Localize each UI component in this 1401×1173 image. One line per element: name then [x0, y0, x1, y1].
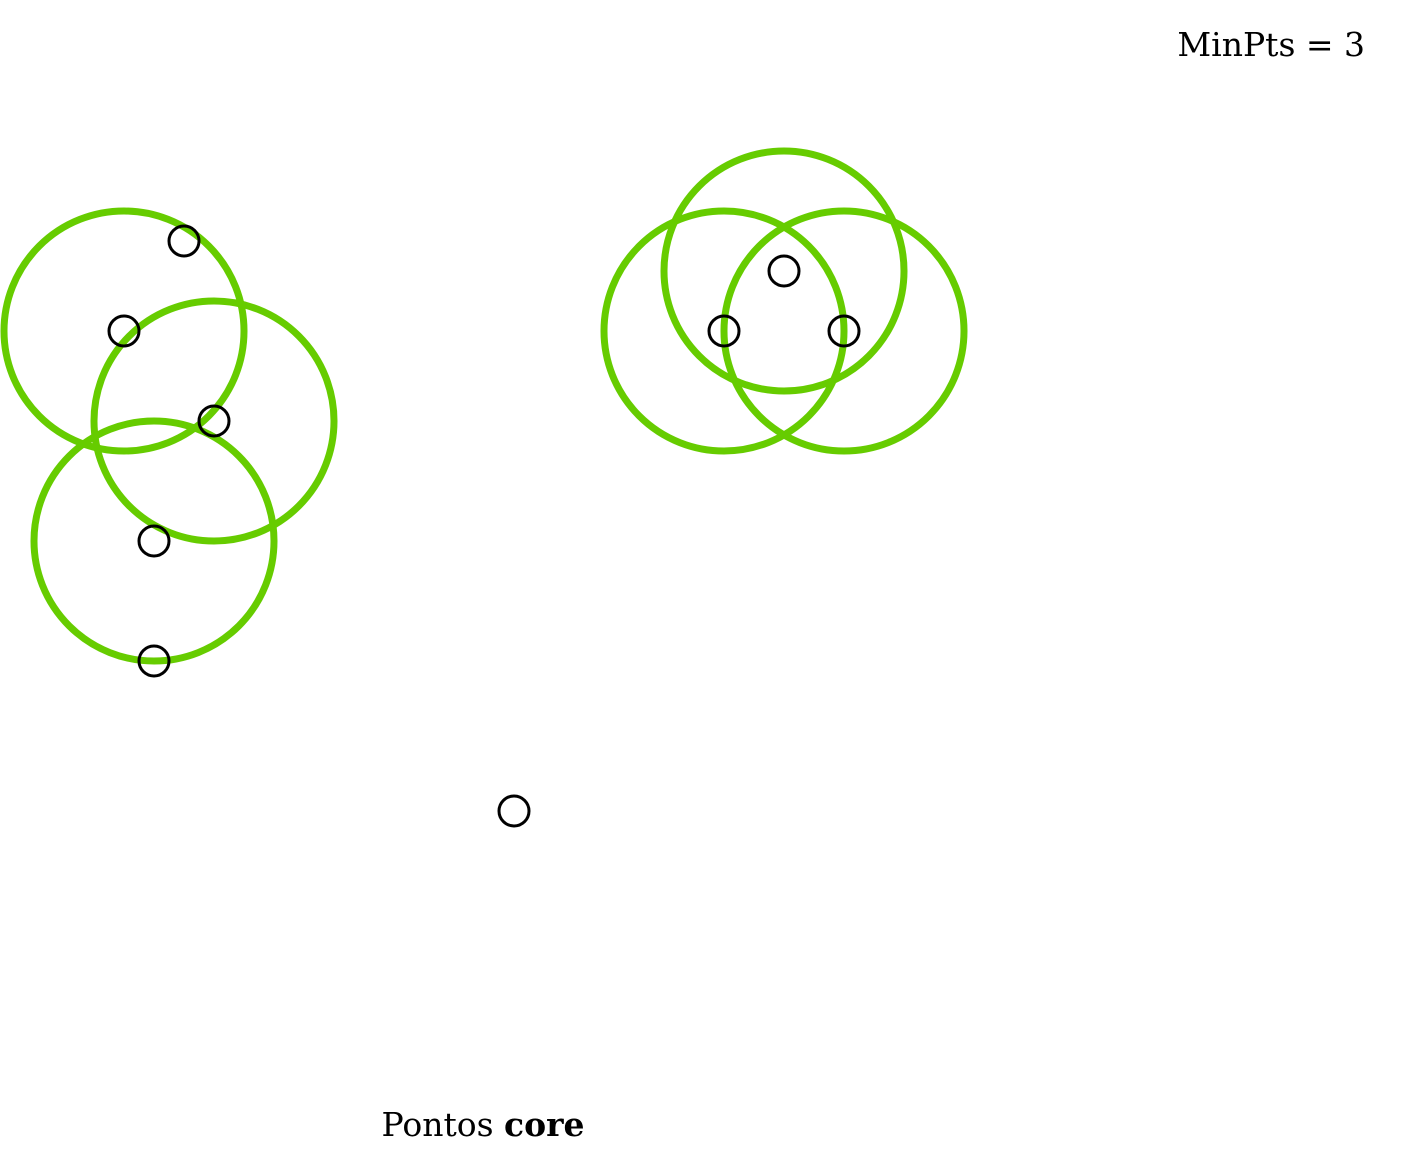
epsilon-circle-p2 — [0, 207, 248, 455]
minpts-label: MinPts = 3 — [1177, 25, 1365, 64]
data-point-p6 — [767, 254, 801, 288]
epsilon-circle-p3 — [90, 297, 338, 545]
epsilon-circle-p8 — [720, 207, 968, 455]
data-point-p5 — [137, 644, 171, 678]
data-point-p4 — [137, 524, 171, 558]
caption-prefix: Pontos — [381, 1105, 505, 1144]
epsilon-circle-p6 — [660, 147, 908, 395]
data-point-p9 — [497, 794, 531, 828]
data-point-p3 — [197, 404, 231, 438]
epsilon-circle-p7 — [600, 207, 848, 455]
data-point-p8 — [827, 314, 861, 348]
caption: Pontos core — [0, 1108, 966, 1141]
data-point-p2 — [107, 314, 141, 348]
epsilon-neighborhood-layer — [0, 147, 968, 665]
data-points-layer — [107, 224, 861, 828]
caption-emphasis: core — [504, 1105, 585, 1144]
data-point-p1 — [167, 224, 201, 258]
epsilon-circle-p4 — [30, 417, 278, 665]
data-point-p7 — [707, 314, 741, 348]
